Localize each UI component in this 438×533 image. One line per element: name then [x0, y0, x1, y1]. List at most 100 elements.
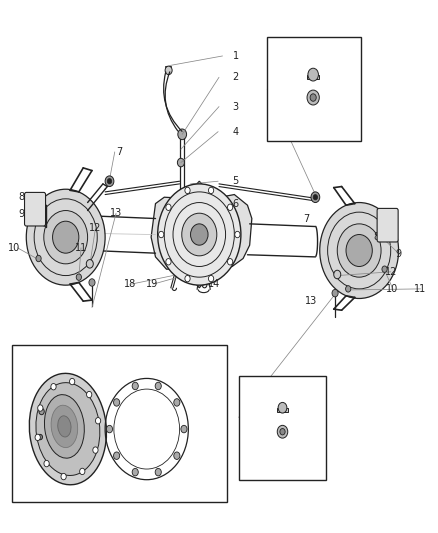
Text: 13: 13	[305, 296, 317, 306]
Circle shape	[208, 276, 214, 282]
Ellipse shape	[51, 405, 78, 448]
Circle shape	[44, 211, 88, 264]
Circle shape	[320, 203, 399, 298]
Circle shape	[178, 129, 187, 140]
Circle shape	[35, 434, 40, 441]
Circle shape	[76, 274, 81, 280]
Text: 1: 1	[233, 51, 239, 61]
Circle shape	[165, 66, 172, 75]
Ellipse shape	[58, 416, 71, 437]
Text: 8: 8	[19, 192, 25, 202]
Circle shape	[93, 447, 98, 453]
Circle shape	[382, 266, 387, 272]
Text: 6: 6	[233, 199, 239, 209]
Ellipse shape	[36, 383, 100, 475]
Circle shape	[307, 90, 319, 105]
Circle shape	[132, 382, 138, 390]
Text: 11: 11	[413, 284, 426, 294]
Text: 7: 7	[116, 147, 122, 157]
Circle shape	[277, 425, 288, 438]
Circle shape	[44, 461, 49, 467]
Circle shape	[311, 192, 320, 203]
Text: 7: 7	[304, 214, 310, 223]
Text: 4: 4	[233, 127, 239, 136]
Text: 2: 2	[233, 72, 239, 82]
Circle shape	[26, 189, 105, 285]
Circle shape	[337, 224, 381, 277]
Circle shape	[38, 405, 43, 411]
Circle shape	[105, 176, 114, 187]
PathPatch shape	[151, 181, 252, 288]
Text: 14: 14	[208, 279, 220, 288]
Circle shape	[278, 402, 287, 413]
Bar	[277, 408, 288, 412]
Bar	[12, 345, 227, 502]
Circle shape	[166, 259, 171, 265]
FancyBboxPatch shape	[25, 192, 46, 226]
Circle shape	[86, 260, 93, 268]
Circle shape	[166, 204, 171, 211]
Circle shape	[191, 224, 208, 245]
Text: 10: 10	[386, 284, 398, 294]
Circle shape	[38, 434, 42, 440]
Circle shape	[280, 429, 285, 435]
Ellipse shape	[29, 373, 106, 485]
Circle shape	[95, 417, 101, 424]
Circle shape	[158, 184, 241, 285]
Circle shape	[182, 213, 217, 256]
Circle shape	[51, 384, 56, 390]
Text: 13: 13	[110, 208, 122, 218]
Text: 8: 8	[374, 232, 380, 242]
Text: 12: 12	[385, 267, 397, 277]
Circle shape	[174, 452, 180, 459]
Circle shape	[308, 68, 318, 81]
Circle shape	[332, 289, 338, 297]
Bar	[267, 37, 361, 141]
Circle shape	[310, 94, 316, 101]
Circle shape	[208, 187, 214, 193]
Bar	[239, 376, 326, 480]
Circle shape	[313, 195, 318, 200]
Text: 18: 18	[124, 279, 137, 289]
Circle shape	[185, 187, 190, 193]
Circle shape	[235, 231, 240, 238]
Circle shape	[113, 399, 120, 406]
Circle shape	[346, 286, 351, 292]
Circle shape	[334, 270, 341, 279]
Circle shape	[87, 391, 92, 398]
Text: 9: 9	[19, 209, 25, 219]
Circle shape	[185, 276, 190, 282]
Text: 17: 17	[22, 404, 35, 414]
Circle shape	[159, 231, 164, 238]
Circle shape	[346, 235, 372, 266]
Text: 15: 15	[217, 352, 230, 362]
Text: 9: 9	[396, 249, 402, 259]
Text: 16: 16	[22, 431, 35, 440]
FancyBboxPatch shape	[377, 208, 398, 242]
Ellipse shape	[44, 394, 85, 458]
Circle shape	[132, 469, 138, 476]
Text: 3: 3	[233, 102, 239, 111]
Bar	[307, 75, 319, 79]
Circle shape	[106, 425, 113, 433]
Circle shape	[89, 279, 95, 286]
Circle shape	[61, 473, 66, 480]
Circle shape	[177, 158, 184, 167]
Circle shape	[113, 452, 120, 459]
Text: 10: 10	[8, 243, 21, 253]
Circle shape	[39, 408, 44, 415]
Circle shape	[227, 204, 233, 211]
Text: 12: 12	[89, 223, 102, 233]
Circle shape	[181, 425, 187, 433]
Circle shape	[107, 179, 112, 184]
Circle shape	[36, 255, 41, 262]
Text: 11: 11	[75, 243, 87, 253]
Text: 5: 5	[233, 176, 239, 186]
Circle shape	[155, 469, 161, 476]
Circle shape	[227, 259, 233, 265]
Circle shape	[70, 378, 75, 385]
Circle shape	[155, 382, 161, 390]
Circle shape	[53, 221, 79, 253]
Circle shape	[80, 468, 85, 474]
Text: 19: 19	[146, 279, 159, 289]
